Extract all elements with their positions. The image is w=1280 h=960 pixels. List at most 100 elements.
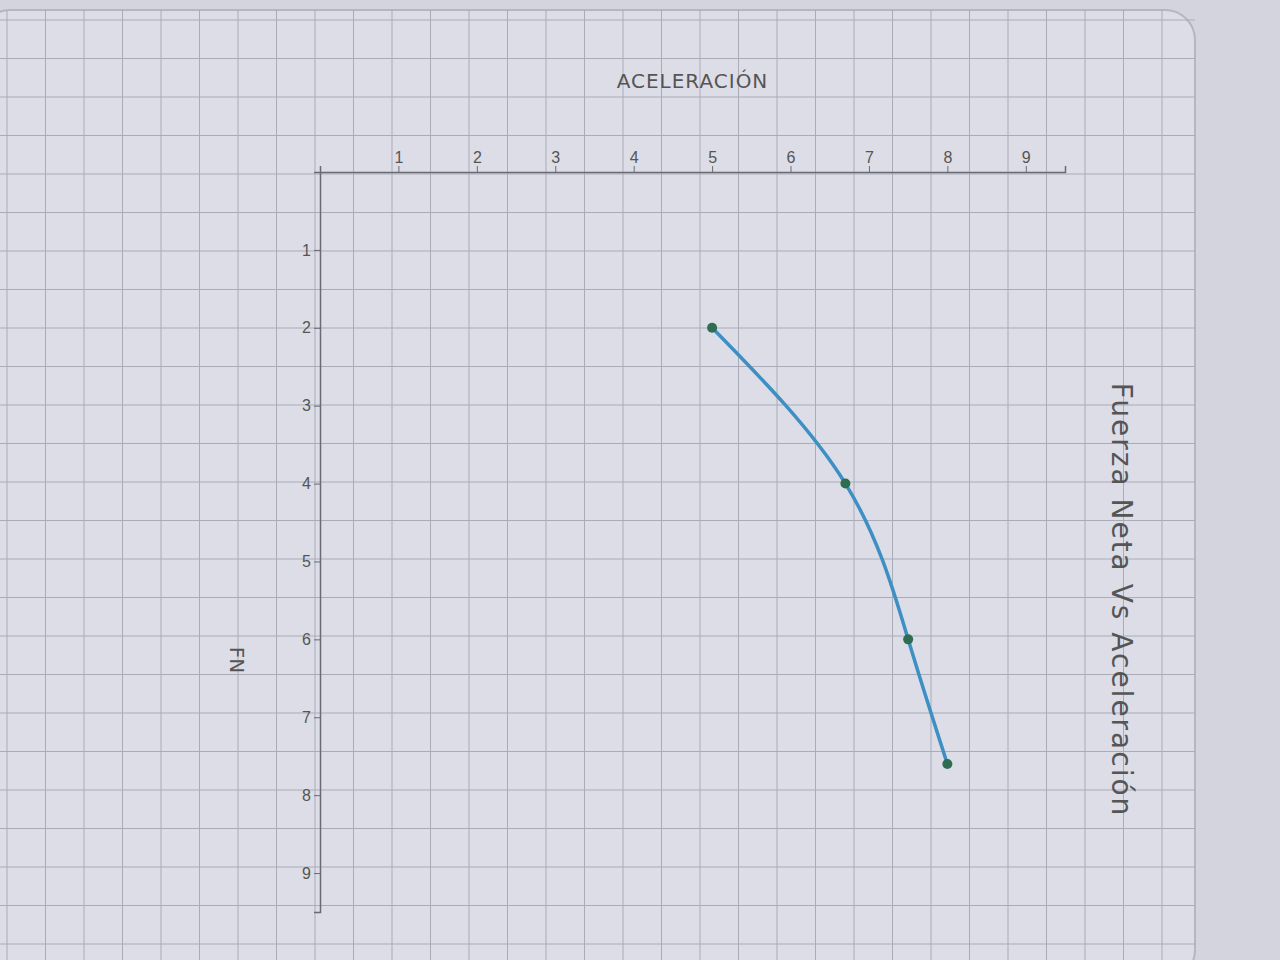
paper-line [661, 10, 662, 960]
y-tick-mark [314, 639, 320, 640]
paper-line [0, 944, 1195, 945]
y-tick: 3 [302, 397, 320, 414]
y-tick: 9 [302, 865, 320, 882]
x-tick: 6 [787, 149, 796, 172]
x-tick-mark [1026, 166, 1027, 172]
x-tick: 1 [394, 149, 403, 172]
x-tick-mark [712, 166, 713, 172]
paper [0, 0, 1280, 960]
x-tick-label: 7 [865, 149, 874, 166]
y-tick-mark [314, 328, 320, 329]
x-axis-line [321, 166, 1066, 173]
y-tick-mark [314, 561, 320, 562]
chart: 123456789123456789ACELERACIÓNFNFuerza Ne… [0, 0, 1280, 960]
y-tick-label: 6 [302, 631, 311, 648]
paper-line [0, 366, 1195, 367]
paper-line [161, 10, 162, 960]
paper-line [430, 10, 431, 960]
y-tick: 4 [302, 475, 320, 492]
paper-line [45, 10, 46, 960]
paper-line [0, 97, 1195, 98]
y-tick-mark [314, 250, 320, 251]
x-tick-label: 1 [394, 149, 403, 166]
title: Fuerza Neta Vs Aceleración [1105, 383, 1138, 818]
y-tick: 7 [302, 709, 320, 726]
y-tick: 1 [302, 242, 320, 259]
x-tick-label: 4 [630, 149, 639, 166]
y-tick-label: 8 [302, 787, 311, 804]
paper-line [0, 135, 1195, 136]
paper-line [0, 20, 1195, 21]
y-tick: 8 [302, 787, 320, 804]
y-tick-label: 7 [302, 709, 311, 726]
paper-line [969, 10, 970, 960]
paper-line [0, 251, 1195, 252]
paper-line [0, 443, 1195, 444]
y-tick-mark [314, 795, 320, 796]
y-tick-mark [314, 873, 320, 874]
paper-line [0, 482, 1195, 483]
x-tick-mark [869, 166, 870, 172]
paper-line [854, 10, 855, 960]
y-axis: 123456789 [302, 173, 320, 913]
paper-line [0, 559, 1195, 560]
paper-line [199, 10, 200, 960]
x-axis-label: ACELERACIÓN [617, 69, 769, 93]
paper-line [469, 10, 470, 960]
data-point [942, 759, 952, 769]
x-tick: 2 [473, 149, 482, 172]
y-tick: 5 [302, 553, 320, 570]
paper-line [623, 10, 624, 960]
paper-line [7, 10, 8, 960]
x-tick-mark [398, 166, 399, 172]
paper-line [0, 905, 1195, 906]
paper-line [892, 10, 893, 960]
x-tick-mark [791, 166, 792, 172]
paper-sheet [0, 10, 1195, 960]
x-axis: 1 2 3 4 5 6 7 8 9 [321, 149, 1066, 173]
paper-line [276, 10, 277, 960]
paper-line [315, 10, 316, 960]
paper-line [1085, 10, 1086, 960]
y-tick-label: 5 [302, 553, 311, 570]
x-tick-mark [947, 166, 948, 172]
paper-line [584, 10, 585, 960]
paper-line [0, 520, 1195, 521]
paper-line [0, 867, 1195, 868]
x-tick-label: 8 [943, 149, 952, 166]
y-axis-line [314, 173, 321, 913]
paper-line [1046, 10, 1047, 960]
paper-line [738, 10, 739, 960]
x-tick-mark [477, 166, 478, 172]
plot-area [707, 323, 952, 769]
y-tick-mark [314, 406, 320, 407]
paper-line [392, 10, 393, 960]
data-line [712, 328, 947, 764]
paper-line [546, 10, 547, 960]
x-tick: 9 [1022, 149, 1031, 172]
paper-line [1162, 10, 1163, 960]
x-tick-label: 3 [551, 149, 560, 166]
x-tick: 3 [551, 149, 560, 172]
y-tick-label: 9 [302, 865, 311, 882]
paper-line [0, 58, 1195, 59]
paper-line [238, 10, 239, 960]
paper-line [700, 10, 701, 960]
y-tick-mark [314, 484, 320, 485]
y-axis-label: FN [225, 647, 249, 673]
paper-line [0, 751, 1195, 752]
data-point [707, 323, 717, 333]
x-tick: 4 [630, 149, 639, 172]
paper-line [0, 597, 1195, 598]
paper-line [0, 405, 1195, 406]
paper-line [0, 212, 1195, 213]
y-tick-mark [314, 717, 320, 718]
paper-line [0, 174, 1195, 175]
paper-line [0, 713, 1195, 714]
data-point [840, 479, 850, 489]
paper-line [931, 10, 932, 960]
x-tick: 5 [708, 149, 717, 172]
paper-line [0, 636, 1195, 637]
x-tick-label: 5 [708, 149, 717, 166]
paper-line [353, 10, 354, 960]
